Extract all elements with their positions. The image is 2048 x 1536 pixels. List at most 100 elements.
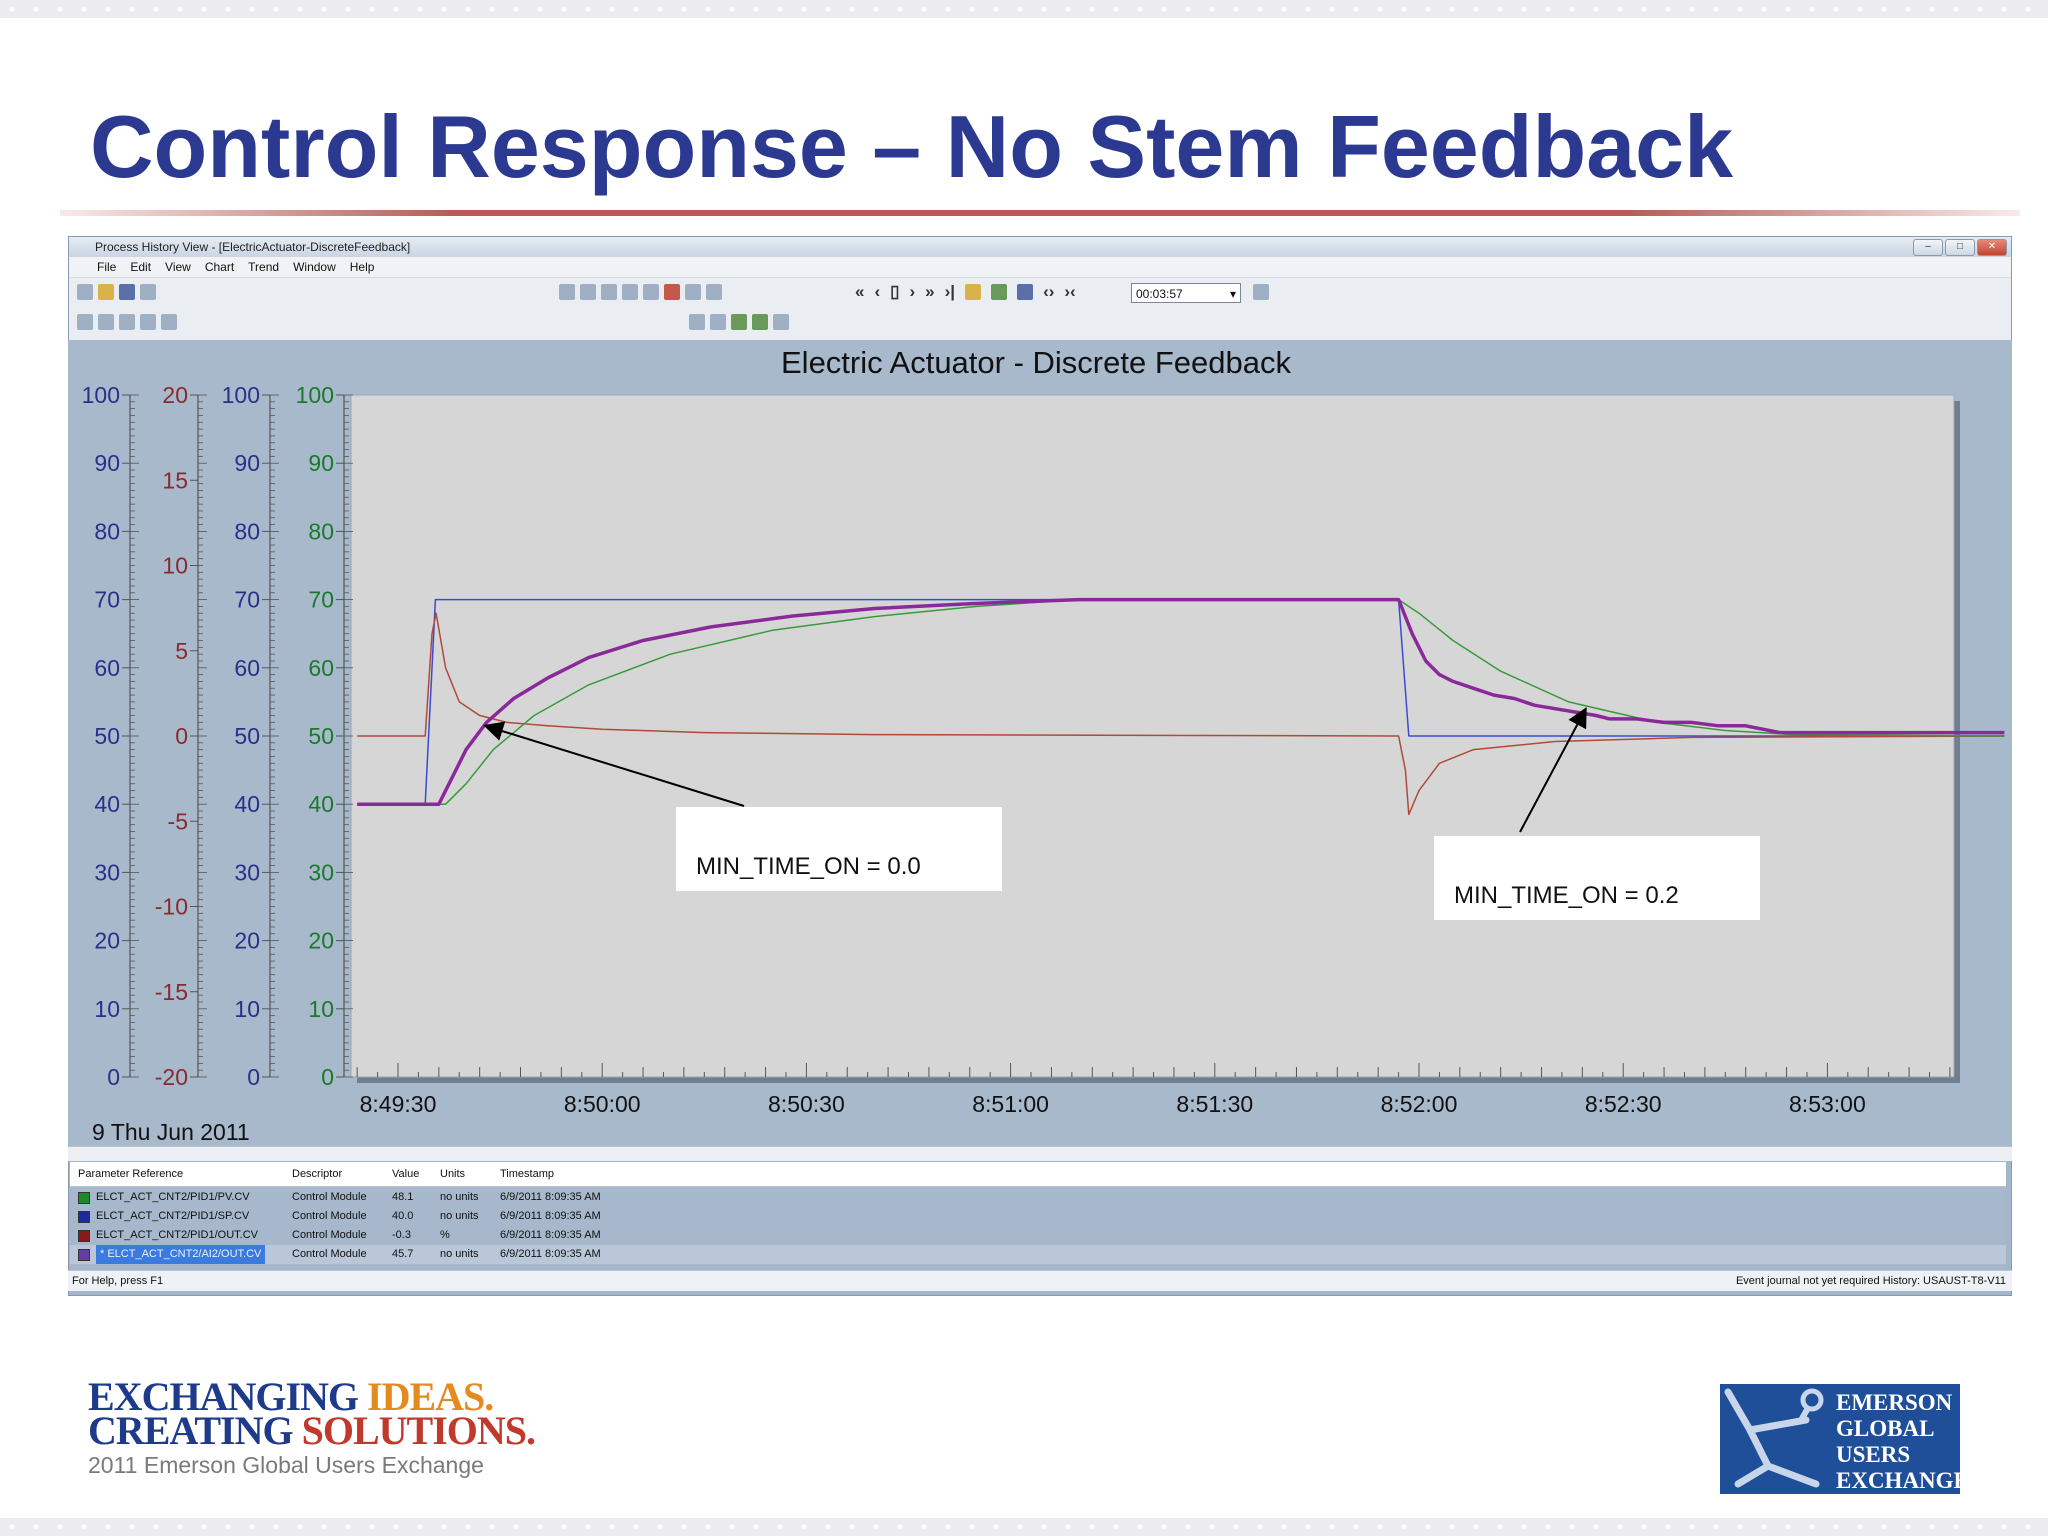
scale-icon[interactable] — [1017, 284, 1034, 300]
annotation-box — [676, 807, 1002, 891]
back-icon[interactable]: ‹ — [874, 282, 881, 301]
menu-item-view[interactable]: View — [165, 260, 191, 274]
end-icon[interactable]: ›| — [944, 282, 956, 301]
menu-item-window[interactable]: Window — [293, 260, 336, 274]
menu-item-edit[interactable]: Edit — [130, 260, 152, 274]
cell-value: 40.0 — [392, 1210, 414, 1222]
arrow-icon[interactable] — [752, 314, 768, 330]
x-tick-label: 8:51:00 — [972, 1091, 1049, 1117]
pointer-icon[interactable] — [98, 314, 114, 330]
y-tick-label: 10 — [94, 996, 120, 1022]
x-tick-label: 8:51:30 — [1176, 1091, 1253, 1117]
fast-forward-icon[interactable]: » — [925, 282, 935, 301]
cell-units: % — [440, 1229, 450, 1241]
save-icon[interactable] — [119, 284, 135, 300]
y-tick-label: 60 — [94, 655, 120, 681]
top-dot-border — [0, 0, 2048, 18]
list-icon[interactable] — [689, 314, 705, 330]
minimize-button[interactable]: – — [1913, 239, 1943, 256]
color-swatch — [78, 1230, 90, 1242]
menu-item-file[interactable]: File — [97, 260, 117, 274]
sort-down-icon[interactable] — [580, 284, 596, 300]
cell-units: no units — [440, 1210, 479, 1222]
y-tick-label: 70 — [234, 587, 260, 613]
search-icon[interactable] — [643, 284, 659, 300]
export-icon[interactable] — [161, 314, 177, 330]
network-icon — [1724, 1388, 1824, 1488]
y-tick-label: 40 — [94, 791, 120, 817]
color-swatch — [78, 1249, 90, 1261]
color-swatch — [78, 1211, 90, 1223]
y-tick-label: 40 — [234, 791, 260, 817]
window-controls: – □ ✕ — [1913, 239, 2007, 256]
annotation-box — [1434, 836, 1760, 920]
view-toolbar — [689, 310, 789, 334]
y-tick-label: 20 — [162, 382, 188, 408]
filter-icon[interactable] — [622, 284, 638, 300]
open-icon[interactable] — [98, 284, 114, 300]
cell-timestamp: 6/9/2011 8:09:35 AM — [500, 1248, 601, 1260]
pause-icon[interactable]: ▯ — [890, 282, 900, 301]
print-icon[interactable] — [140, 284, 156, 300]
menu-item-trend[interactable]: Trend — [248, 260, 280, 274]
logo-line: EMERSON — [1836, 1390, 1953, 1415]
printer-icon[interactable] — [685, 284, 701, 300]
cell-desc: Control Module — [292, 1248, 367, 1260]
horizontal-scrollbar[interactable] — [68, 1146, 2012, 1161]
y-tick-label: 20 — [308, 928, 334, 954]
sort-up-icon[interactable] — [601, 284, 617, 300]
grid-icon[interactable] — [706, 284, 722, 300]
menu-item-help[interactable]: Help — [349, 260, 375, 274]
cell-timestamp: 6/9/2011 8:09:35 AM — [500, 1210, 601, 1222]
cursor-icon[interactable] — [77, 314, 93, 330]
parameter-row[interactable]: * ELCT_ACT_CNT2/AI2/OUT.CV Control Module… — [70, 1245, 2006, 1264]
output-series — [357, 612, 2005, 816]
y-tick-label: 90 — [94, 450, 120, 476]
maximize-button[interactable]: □ — [1945, 239, 1975, 256]
y-tick-label: -20 — [155, 1064, 188, 1090]
header-value: Value — [392, 1168, 420, 1180]
y-tick-label: 30 — [94, 859, 120, 885]
collapse-icon[interactable]: ›‹ — [1064, 282, 1076, 301]
sort-icon[interactable] — [559, 284, 575, 300]
chart-icon[interactable] — [119, 314, 135, 330]
new-icon[interactable] — [77, 284, 93, 300]
y-tick-label: 40 — [308, 791, 334, 817]
parameter-row[interactable]: ELCT_ACT_CNT2/PID1/OUT.CV Control Module -… — [70, 1226, 2006, 1245]
header-units: Units — [440, 1168, 466, 1180]
settings-icon[interactable] — [1253, 284, 1269, 300]
x-tick-label: 8:50:00 — [564, 1091, 641, 1117]
cell-value: 48.1 — [392, 1191, 414, 1203]
header-timestamp: Timestamp — [500, 1168, 554, 1180]
expand-icon[interactable]: ‹› — [1043, 282, 1055, 301]
menu-item-chart[interactable]: Chart — [204, 260, 235, 274]
y-tick-label: 100 — [222, 382, 260, 408]
cell-desc: Control Module — [292, 1229, 367, 1241]
table-icon[interactable] — [140, 314, 156, 330]
cell-value: -0.3 — [392, 1229, 411, 1241]
annotation-label: MIN_TIME_ON = 0.2 — [1454, 882, 1679, 909]
zoom-icon[interactable] — [965, 284, 982, 300]
logo-line: GLOBAL — [1836, 1416, 1935, 1441]
parameter-row[interactable]: ELCT_ACT_CNT2/PID1/PV.CV Control Module 48… — [70, 1188, 2006, 1207]
x-tick-label: 8:52:30 — [1585, 1091, 1662, 1117]
file-toolbar — [77, 280, 156, 304]
forward-icon[interactable]: › — [909, 282, 916, 301]
parameter-row[interactable]: ELCT_ACT_CNT2/PID1/SP.CV Control Module 40… — [70, 1207, 2006, 1226]
rewind-icon[interactable]: « — [855, 282, 865, 301]
close-button[interactable]: ✕ — [1977, 239, 2007, 256]
help-icon[interactable] — [773, 314, 789, 330]
window-title: Process History View - [ElectricActuator… — [95, 240, 411, 254]
pen-icon[interactable] — [991, 284, 1008, 300]
refresh-icon[interactable] — [731, 314, 747, 330]
y-tick-label: 10 — [162, 553, 188, 579]
conference-name: 2011 Emerson Global Users Exchange — [88, 1452, 484, 1478]
columns-icon[interactable] — [710, 314, 726, 330]
time-span-select[interactable]: 00:03:57 ▾ — [1131, 283, 1241, 303]
chevron-down-icon: ▾ — [1229, 287, 1236, 301]
window-titlebar: Process History View - [ElectricActuator… — [69, 237, 2011, 257]
position-series — [357, 597, 2005, 806]
alarm-icon[interactable] — [664, 284, 680, 300]
cell-desc: Control Module — [292, 1210, 367, 1222]
status-help-text: For Help, press F1 — [72, 1275, 164, 1287]
